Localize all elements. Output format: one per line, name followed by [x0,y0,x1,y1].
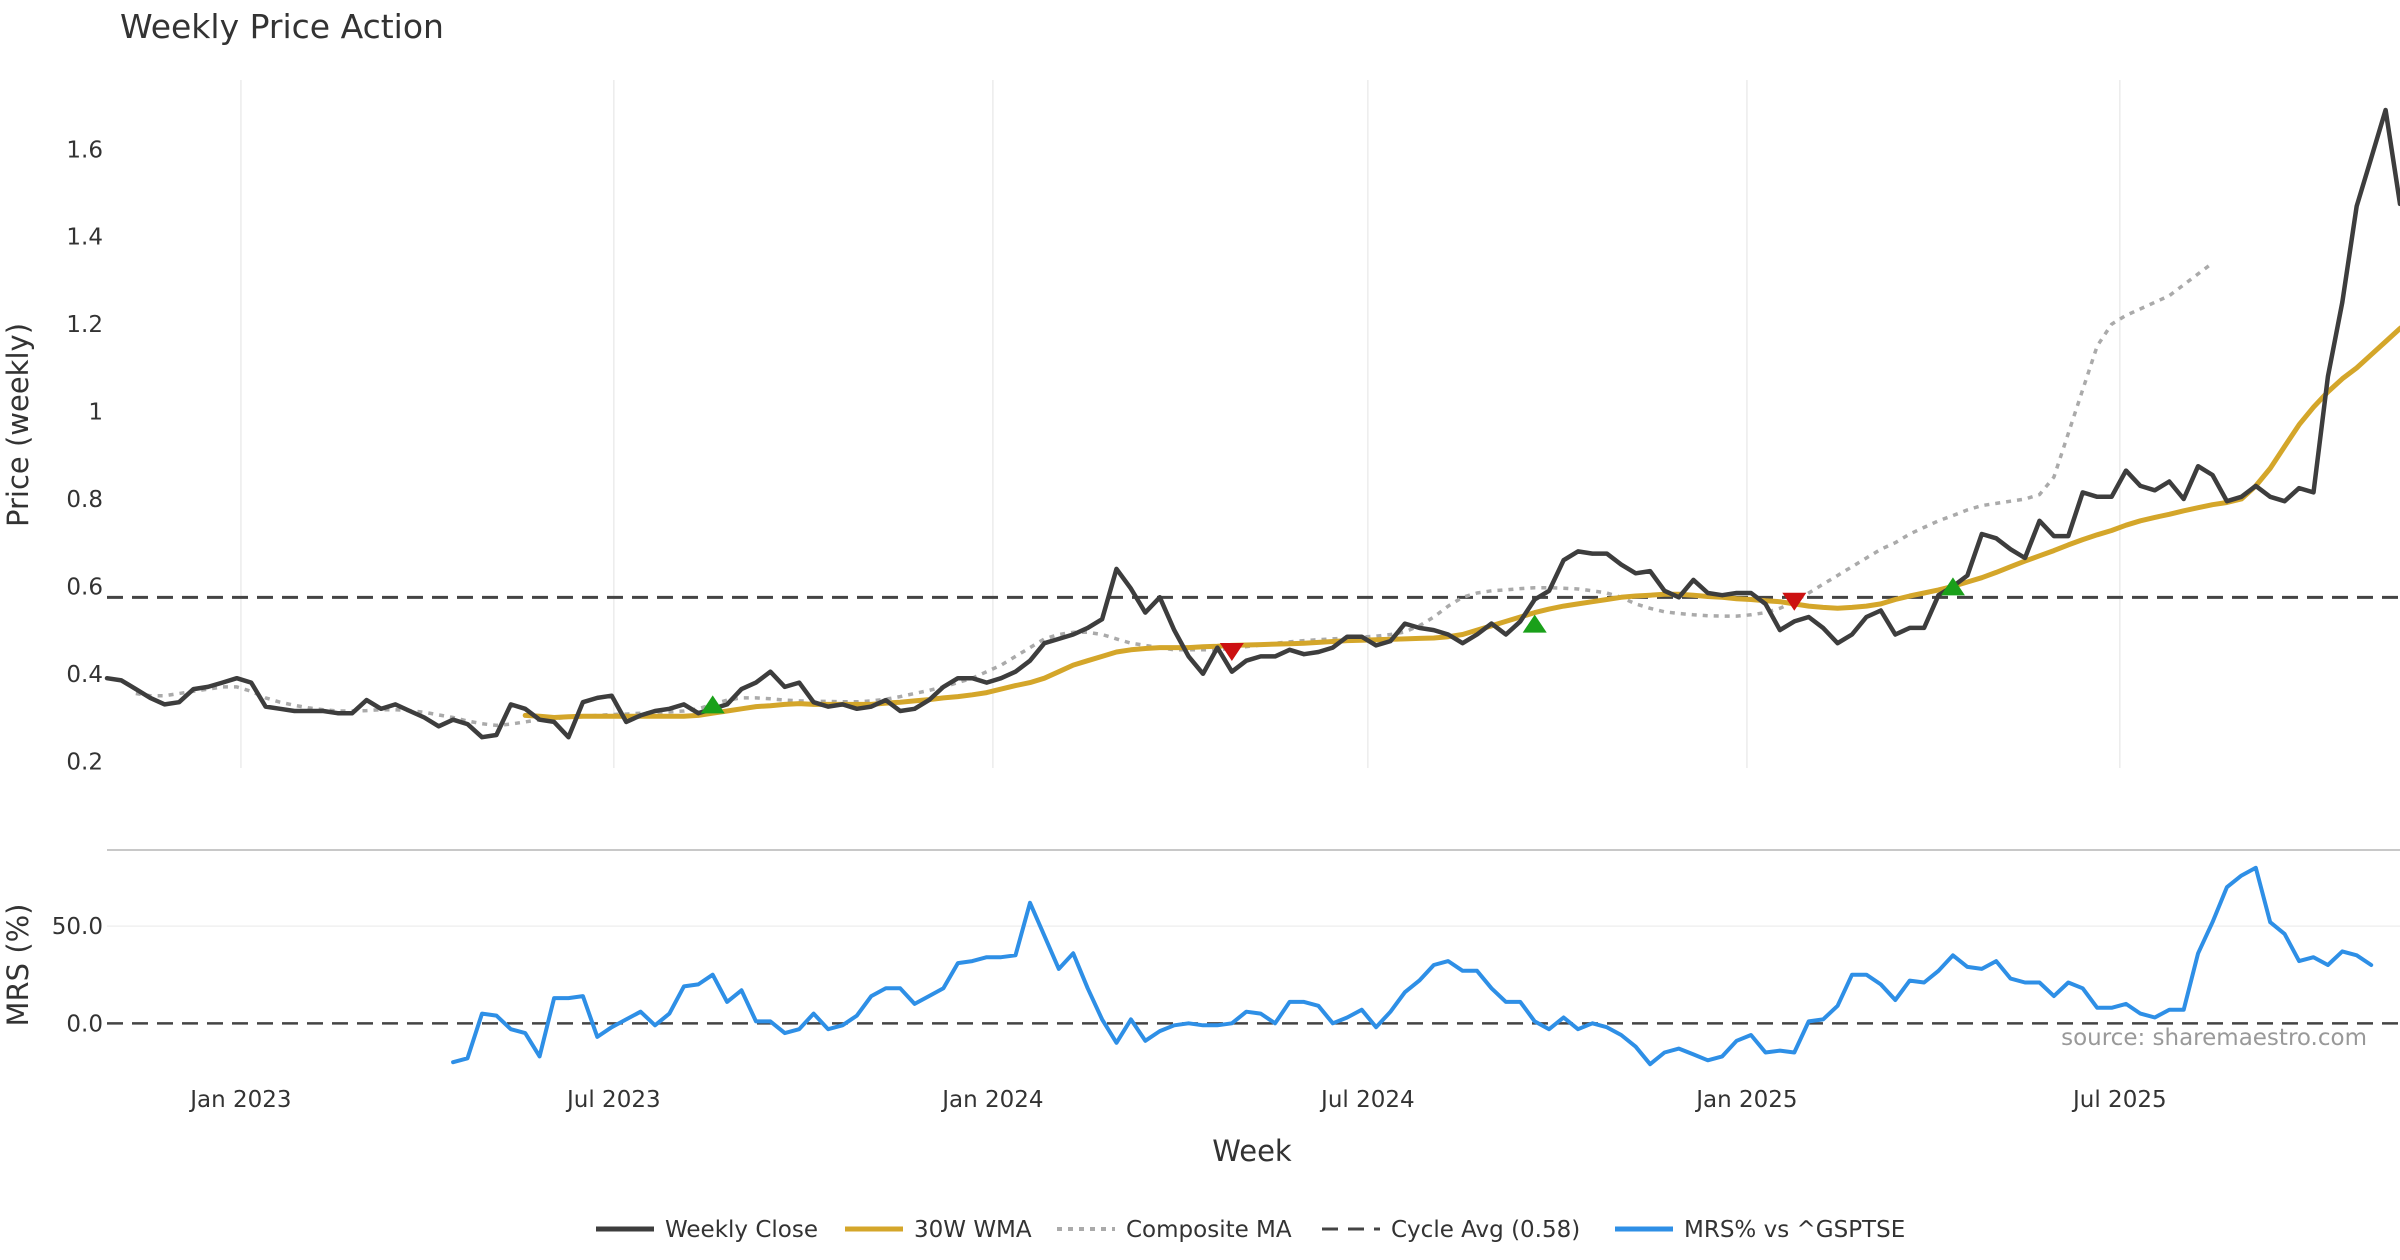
price-y-tick-label: 0.2 [66,749,103,775]
mrs-series [451,865,2374,1067]
legend-label: Cycle Avg (0.58) [1391,1217,1580,1243]
buy-signal-marker [700,695,725,714]
buy-signal-marker [1940,577,1965,596]
price-y-tick-label: 1.6 [66,137,103,163]
mrs-y-tick-label: 0.0 [66,1011,103,1037]
price-y-tick-label: 1.4 [66,225,103,251]
x-ticks: Jan 2023 Jul 2023 Jan 2024 Jul 2024 Jan 2025… [188,1087,2166,1113]
sell-signal-marker [1782,592,1807,611]
price-y-axis-label: Price (weekly) [1,323,35,527]
x-tick-label: Jul 2024 [1319,1087,1415,1113]
x-tick-label: Jan 2023 [188,1087,291,1113]
signal-markers [700,577,1965,714]
price-y-ticks: 0.2 0.4 0.6 0.8 1 1.2 1.4 1.6 [66,137,103,775]
mrs-y-tick-label: 50.0 [52,914,103,940]
sell-signal-marker [1219,642,1244,661]
composite-ma-line [135,261,2214,728]
mrs-line [451,865,2374,1067]
weekly-close-line [104,107,2400,740]
legend: Weekly Close 30W WMA Composite MA Cycle Avg… [596,1217,1905,1243]
chart-title: Weekly Price Action [120,7,444,46]
wma-30w-line [522,325,2400,720]
price-gridlines [240,80,2121,768]
x-axis-label: Week [1212,1134,1292,1168]
legend-label: MRS% vs ^GSPTSE [1684,1217,1905,1243]
mrs-y-ticks: 0.0 50.0 [52,914,103,1037]
buy-signal-marker [1522,614,1547,633]
price-y-tick-label: 0.6 [66,574,103,600]
legend-label: Composite MA [1126,1217,1292,1243]
x-tick-label: Jul 2025 [2071,1087,2167,1113]
source-label: source: sharemaestro.com [2061,1025,2367,1051]
price-y-tick-label: 1.2 [66,312,103,338]
price-y-tick-label: 0.8 [66,487,103,513]
price-y-tick-label: 1 [88,400,103,426]
x-tick-label: Jan 2024 [940,1087,1043,1113]
x-tick-label: Jan 2025 [1694,1087,1797,1113]
mrs-y-axis-label: MRS (%) [1,904,35,1027]
legend-label: Weekly Close [665,1217,818,1243]
price-y-tick-label: 0.4 [66,662,103,688]
price-series [104,107,2400,740]
legend-label: 30W WMA [914,1217,1032,1243]
x-tick-label: Jul 2023 [565,1087,661,1113]
